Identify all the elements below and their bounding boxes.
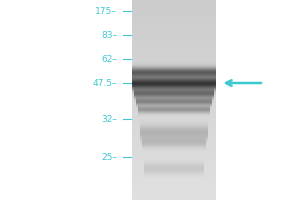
- Text: 175–: 175–: [95, 6, 117, 16]
- Text: 47.5–: 47.5–: [92, 78, 117, 88]
- Text: 32–: 32–: [101, 114, 117, 123]
- Text: 83–: 83–: [101, 30, 117, 40]
- Text: 25–: 25–: [101, 153, 117, 162]
- Text: 62–: 62–: [101, 54, 117, 64]
